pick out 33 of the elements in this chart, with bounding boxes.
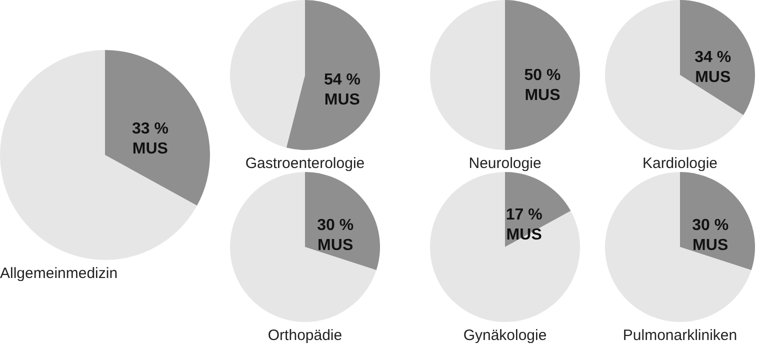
pie-slice <box>230 0 305 148</box>
pie-slice <box>105 50 210 206</box>
pie-slice <box>286 0 380 150</box>
pie-slice <box>605 0 744 150</box>
data-label: 34 % <box>694 48 732 66</box>
text: Gastroenterologie <box>245 155 365 172</box>
data-label: 30 % <box>692 216 729 234</box>
text: Orthopädie <box>268 327 342 344</box>
pie-slice <box>0 50 198 260</box>
pie-slice <box>230 172 376 322</box>
data-label: 17 % <box>506 206 542 224</box>
pie-slice <box>605 172 752 322</box>
data-label: 30 % <box>317 216 354 234</box>
data-label: 50 % <box>524 67 561 84</box>
pie-slice <box>430 172 580 322</box>
pie-slice <box>680 172 755 270</box>
text: Gynäkologie <box>463 327 547 344</box>
pie-slice <box>680 0 755 116</box>
slice-label: MUS <box>524 87 561 104</box>
slice-label: MUS <box>692 236 728 254</box>
text: Neurologie <box>468 155 542 172</box>
data-label: 54 % <box>324 72 360 89</box>
pie-slice <box>430 0 505 150</box>
slice-label: MUS <box>695 68 731 86</box>
text: Pulmonarkliniken <box>622 327 738 344</box>
slice-label: MUS <box>324 92 360 109</box>
data-label: 33 % <box>132 120 168 138</box>
text: Kardiologie <box>642 155 718 172</box>
slice-label: MUS <box>132 140 168 158</box>
pie-slice <box>305 172 380 270</box>
slice-label: MUS <box>318 236 354 254</box>
text: Allgemeinmedizin <box>0 265 118 282</box>
pie-slice <box>505 0 580 150</box>
